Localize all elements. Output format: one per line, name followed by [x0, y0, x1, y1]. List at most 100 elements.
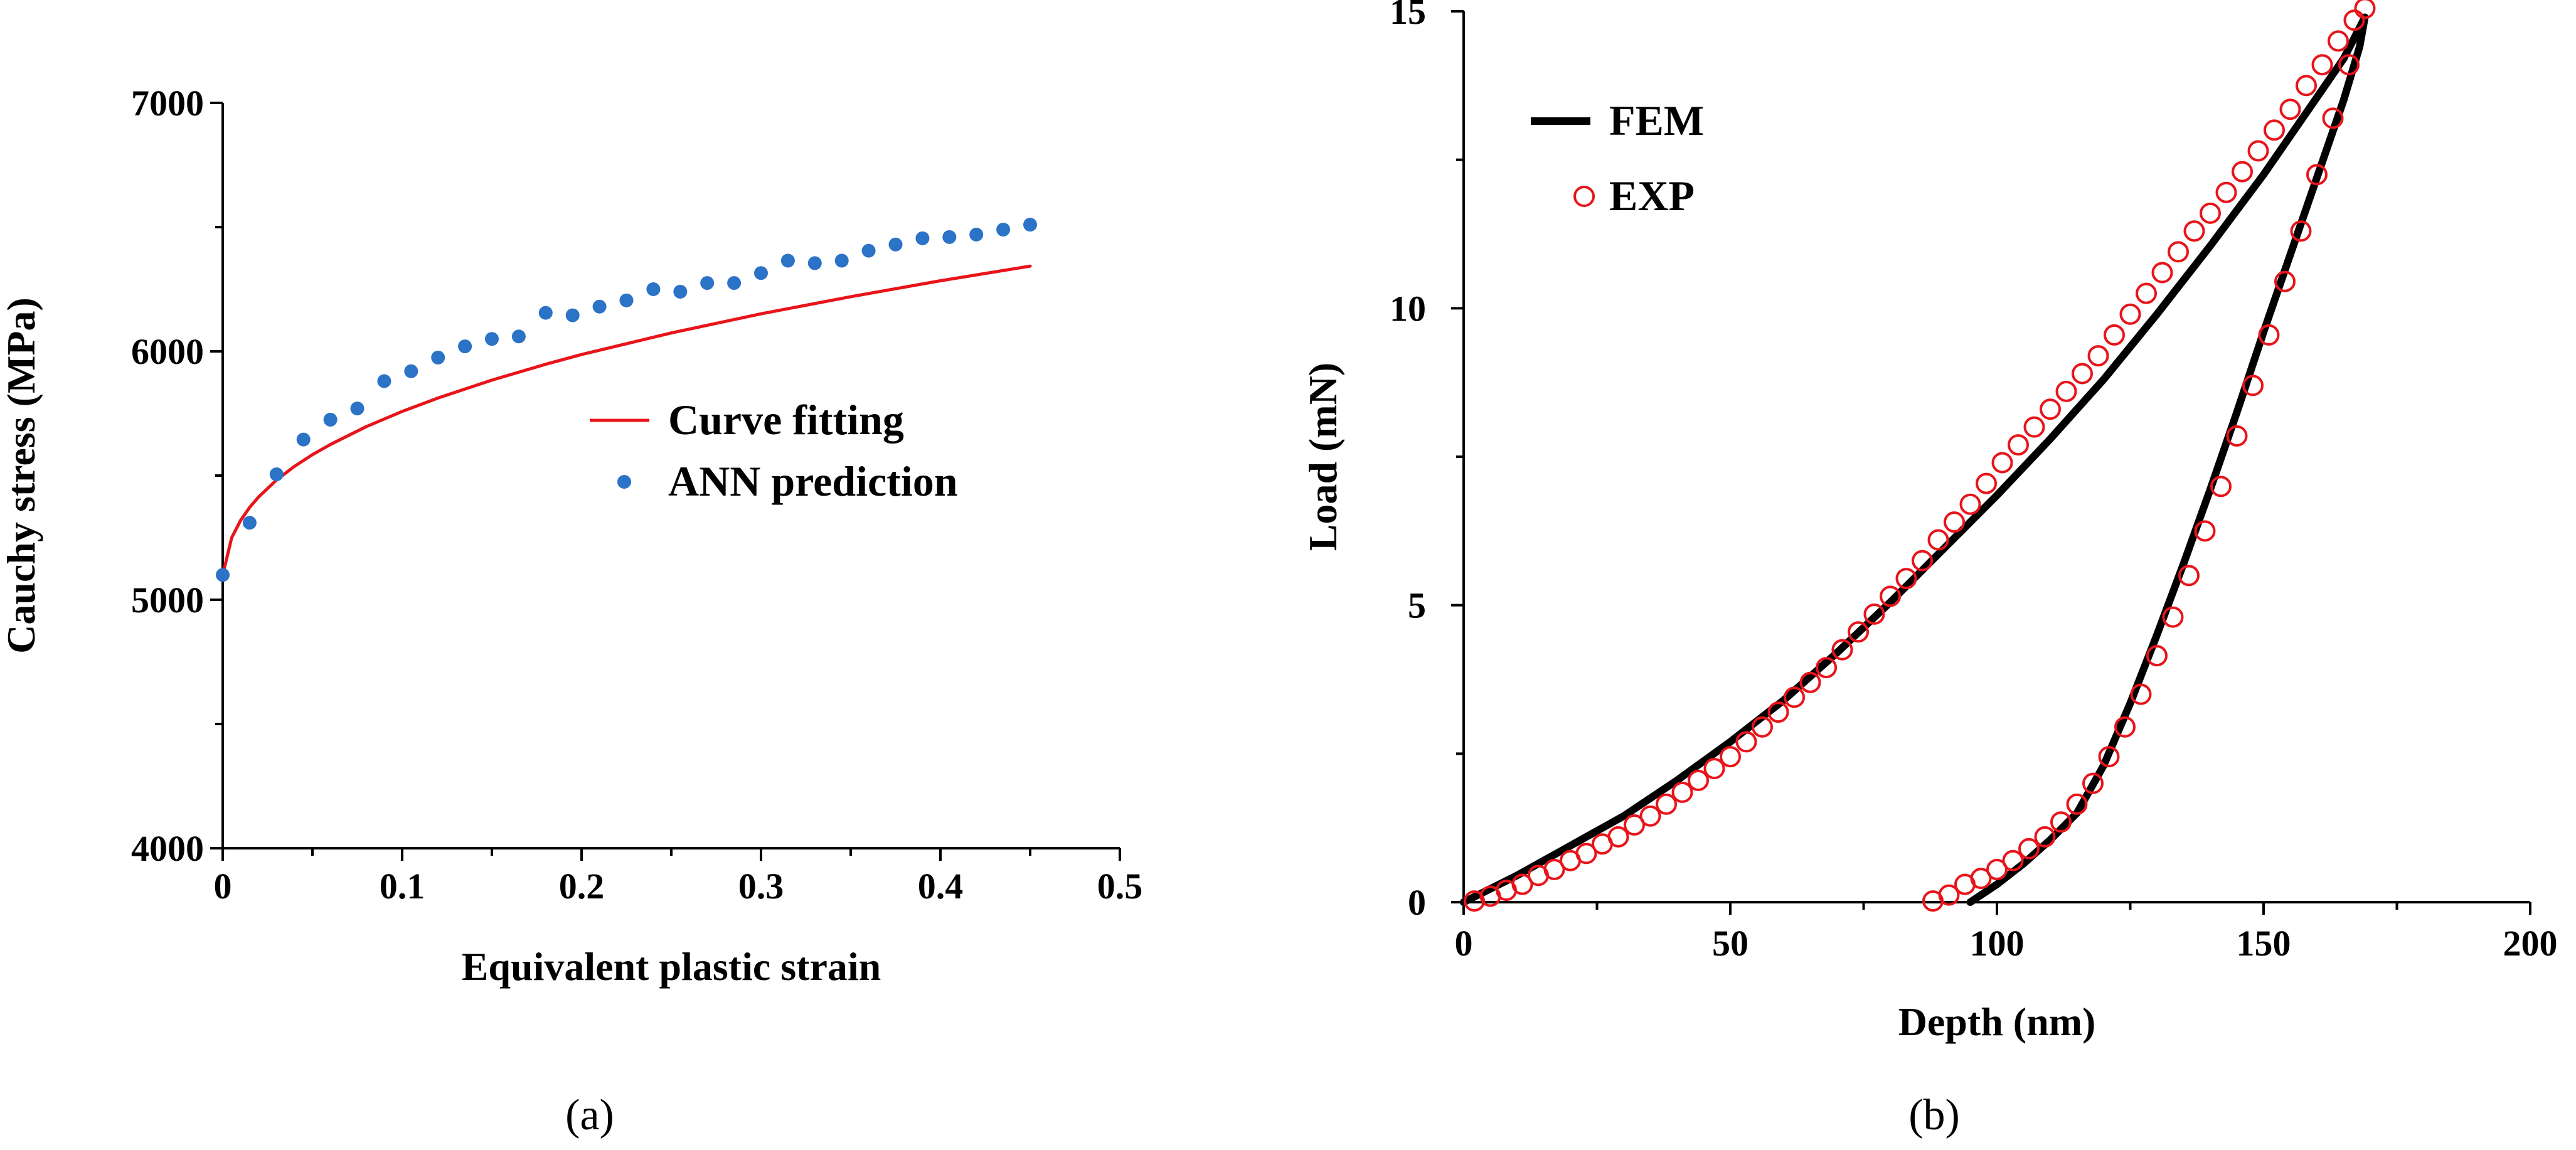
- data-point: [996, 222, 1011, 237]
- data-point: [2215, 181, 2237, 203]
- data-point: [2279, 98, 2301, 120]
- data-point: [2151, 262, 2173, 284]
- data-point: [1880, 585, 1901, 607]
- data-point: [565, 308, 580, 322]
- data-point: [2232, 161, 2253, 183]
- data-point: [2082, 772, 2104, 794]
- data-point: [2354, 0, 2376, 19]
- data-point: [2247, 140, 2269, 162]
- x-tick-label: 0.4: [918, 866, 964, 907]
- data-point: [216, 568, 230, 582]
- legend-label: Curve fitting: [668, 396, 904, 444]
- data-point: [2311, 54, 2333, 76]
- x-tick-label: 50: [1712, 923, 1748, 964]
- data-point: [2162, 606, 2184, 628]
- data-point: [2183, 220, 2205, 242]
- data-point: [2290, 220, 2312, 242]
- data-point: [2119, 303, 2141, 325]
- data-point: [807, 256, 822, 270]
- data-point: [2136, 282, 2157, 304]
- data-point: [2066, 793, 2088, 815]
- data-point: [1816, 657, 1837, 679]
- data-point: [242, 516, 257, 530]
- legend-marker-swatch: [1573, 186, 1595, 207]
- data-point: [1671, 781, 1693, 803]
- data-point: [969, 227, 984, 242]
- data-point: [2018, 838, 2040, 860]
- data-point: [2087, 345, 2109, 367]
- data-point: [780, 253, 795, 268]
- data-point: [1912, 550, 1933, 572]
- data-point: [1767, 701, 1789, 723]
- y-tick-label: 6000: [131, 331, 204, 372]
- data-point: [754, 266, 768, 280]
- legend: Curve fitting ANN prediction: [590, 396, 958, 505]
- panel-label: (a): [565, 1091, 614, 1139]
- series-line: [1460, 13, 2369, 906]
- data-point: [2338, 54, 2360, 76]
- data-point: [2023, 416, 2045, 438]
- data-point: [431, 350, 445, 365]
- x-tick-label: 0.3: [738, 866, 784, 907]
- data-point: [323, 412, 338, 427]
- data-point: [1624, 814, 1645, 836]
- legend: FEM EXP: [1531, 97, 1704, 220]
- data-point: [1607, 826, 1629, 848]
- y-tick-label: 5000: [131, 580, 204, 620]
- data-point: [646, 282, 661, 296]
- data-point: [1464, 890, 1485, 912]
- data-point: [1735, 731, 1757, 753]
- data-point: [1639, 805, 1661, 827]
- x-tick-label: 0: [1455, 923, 1473, 964]
- data-point: [1511, 873, 1533, 895]
- data-point: [861, 243, 876, 258]
- x-tick-label: 200: [2503, 923, 2558, 964]
- data-point: [727, 276, 742, 290]
- legend-label: EXP: [1609, 172, 1695, 220]
- data-point: [538, 306, 553, 320]
- data-point: [2178, 565, 2200, 587]
- data-point: [2242, 375, 2264, 397]
- y-tick-label: 10: [1390, 288, 1426, 329]
- data-point: [485, 332, 499, 346]
- data-point: [2264, 119, 2285, 141]
- panel-label: (b): [1908, 1091, 1960, 1139]
- y-axis-title: Load (mN): [1301, 363, 1345, 551]
- data-point: [2343, 9, 2365, 31]
- x-axis-title: Equivalent plastic strain: [462, 944, 881, 989]
- data-point: [350, 402, 365, 416]
- data-point: [1991, 452, 2013, 474]
- data-point: [942, 230, 957, 244]
- legend-label: FEM: [1609, 97, 1704, 144]
- legend-marker-swatch: [617, 475, 631, 489]
- data-point: [2098, 746, 2120, 768]
- data-point: [2055, 380, 2077, 402]
- x-tick-label: 0.1: [380, 866, 425, 907]
- data-point: [1986, 858, 2008, 880]
- data-point: [2034, 826, 2056, 848]
- data-point: [2002, 849, 2024, 871]
- data-point: [1656, 793, 1677, 815]
- x-axis-title: Depth (nm): [1898, 999, 2096, 1044]
- x-tick-label: 100: [1970, 923, 2025, 964]
- data-point: [1543, 858, 1565, 880]
- data-point: [2296, 75, 2317, 97]
- data-point: [1944, 511, 1965, 533]
- x-tick-label: 0: [214, 866, 232, 907]
- data-point: [2306, 164, 2328, 186]
- data-point: [888, 237, 903, 252]
- data-point: [1831, 639, 1853, 661]
- data-point: [296, 432, 311, 447]
- data-point: [1863, 603, 1885, 625]
- data-point: [2104, 324, 2125, 346]
- data-point: [2050, 811, 2072, 833]
- x-tick-label: 0.5: [1097, 866, 1143, 907]
- data-point: [2258, 324, 2280, 346]
- data-point: [1752, 716, 1773, 738]
- data-point: [2200, 202, 2221, 224]
- data-point: [1720, 746, 1741, 768]
- data-point: [619, 293, 634, 307]
- data-point: [2274, 270, 2296, 292]
